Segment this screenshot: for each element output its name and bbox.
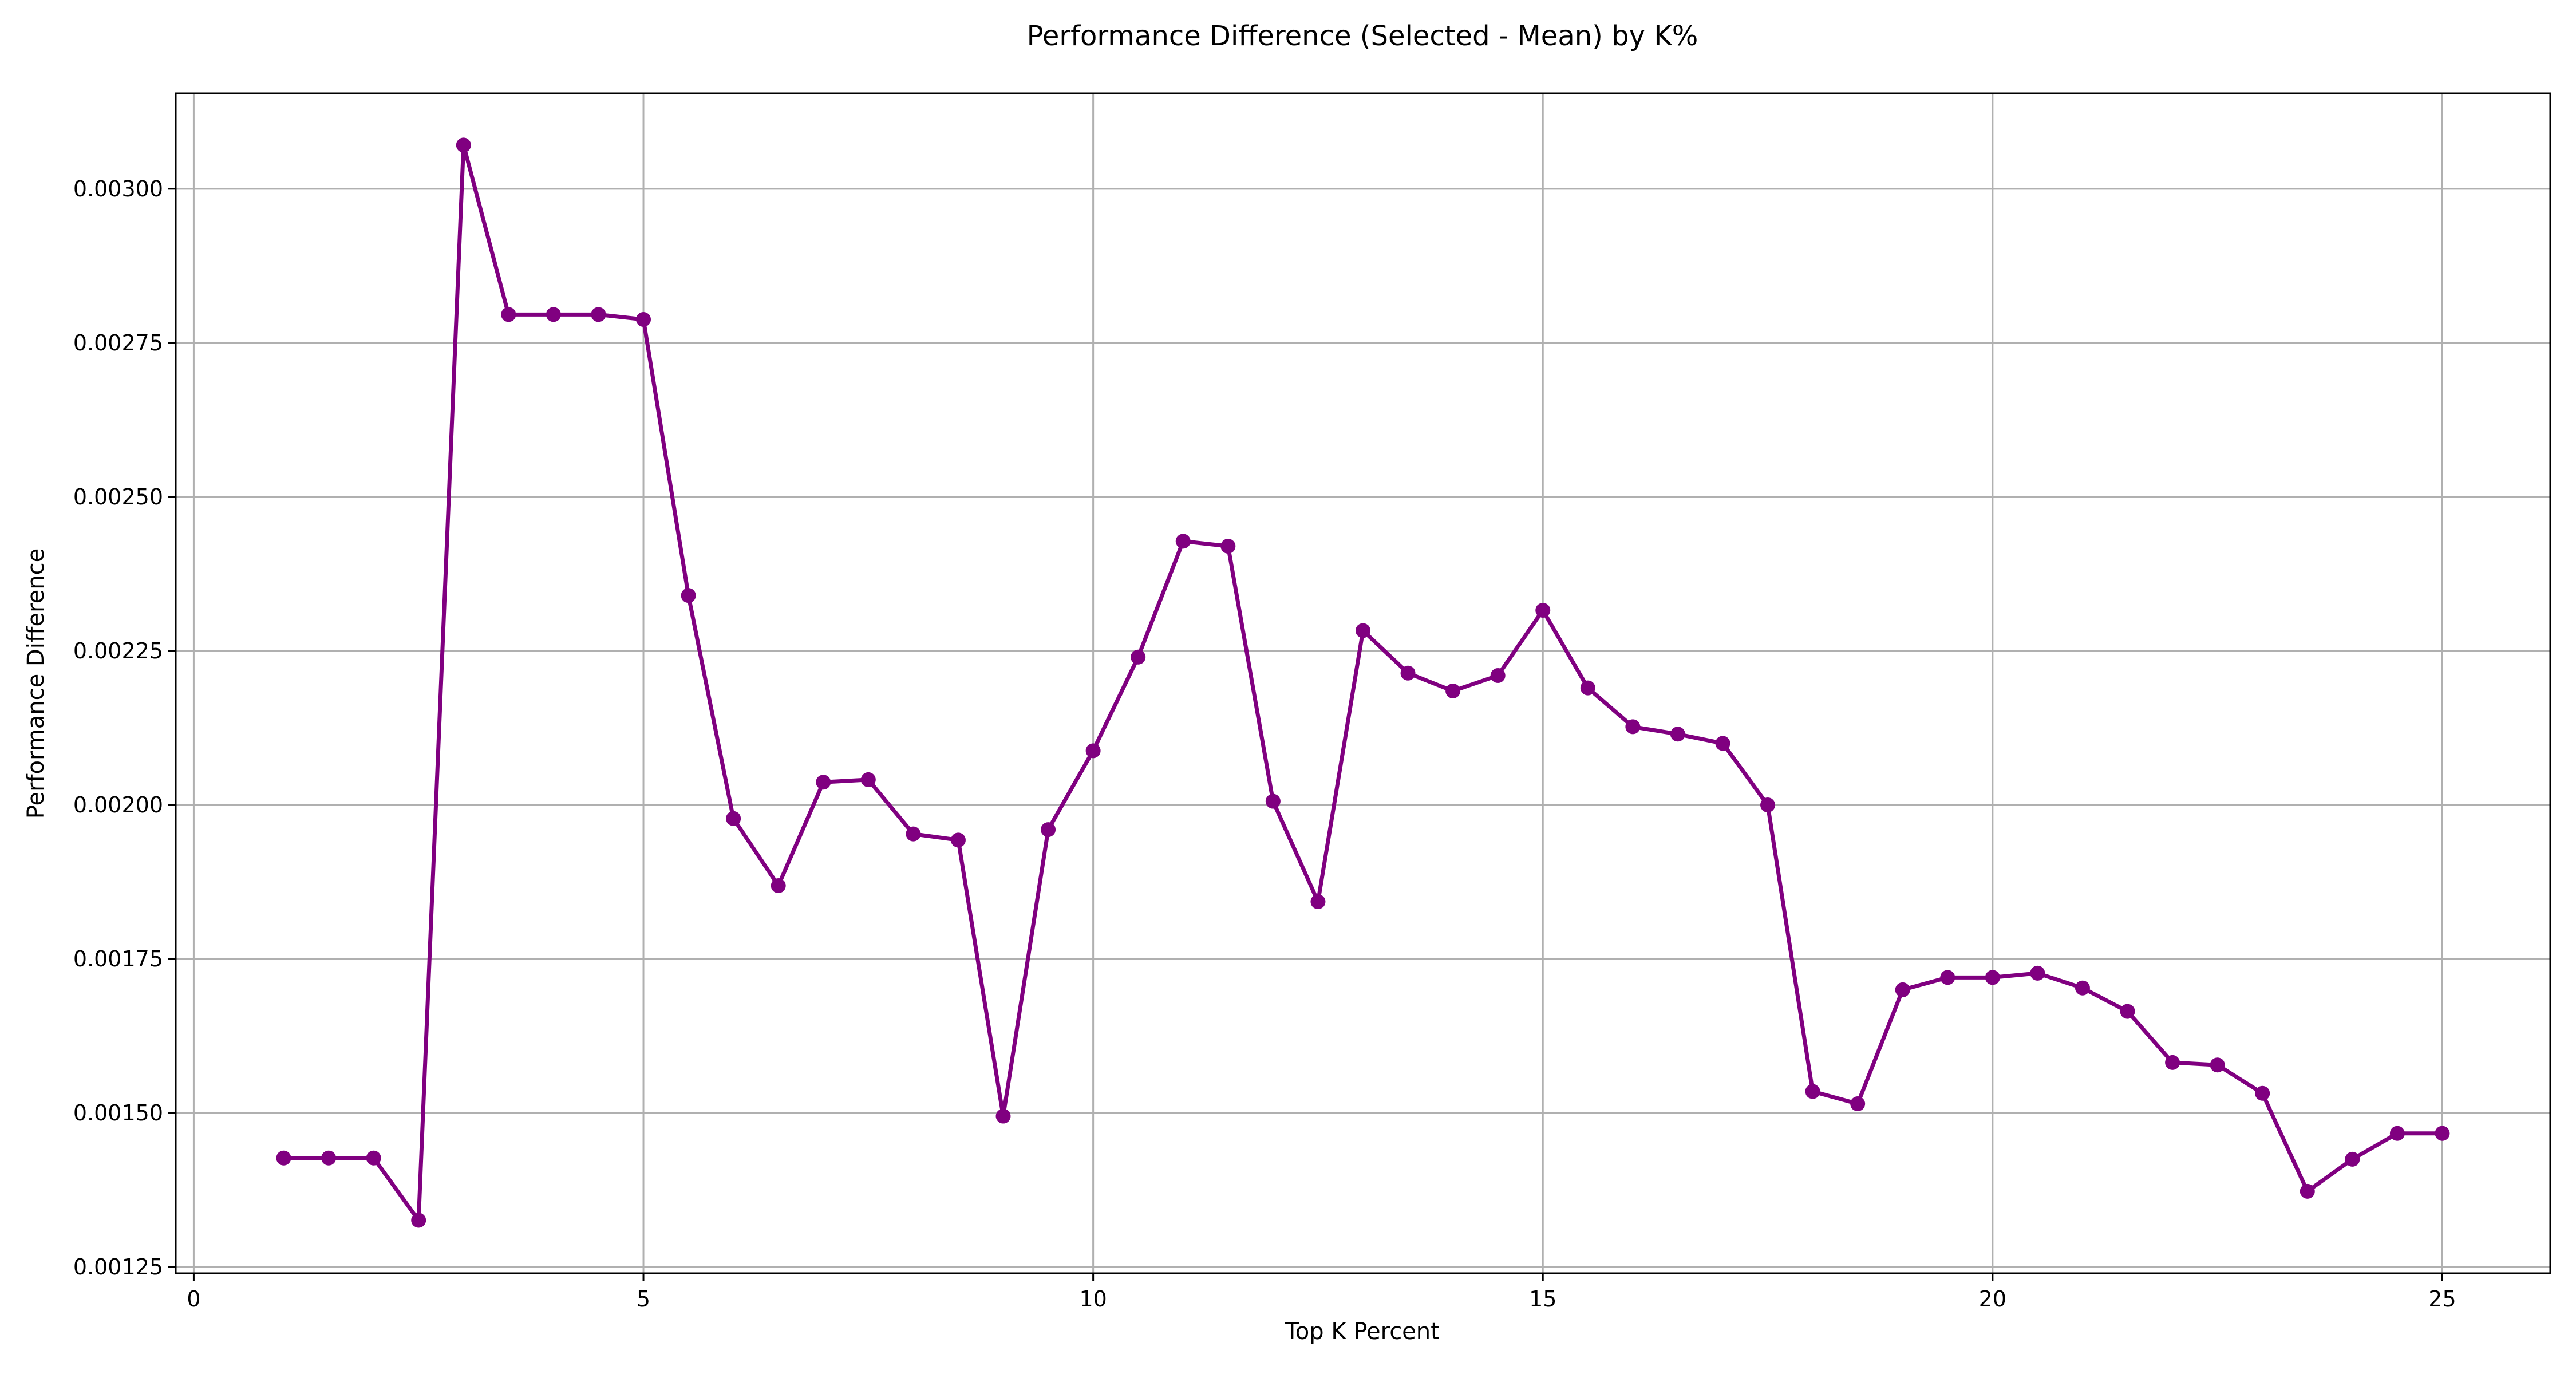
data-point: [1041, 822, 1056, 838]
grid: [176, 93, 2550, 1273]
data-point: [2345, 1151, 2360, 1167]
data-point: [726, 811, 741, 826]
x-tick-label: 20: [1979, 1286, 2006, 1312]
x-tick-label: 15: [1529, 1286, 1556, 1312]
data-point: [2210, 1057, 2225, 1073]
data-point: [1940, 970, 1955, 985]
y-tick-label: 0.00300: [73, 176, 163, 202]
x-tick-label: 10: [1079, 1286, 1107, 1312]
x-tick-label: 0: [187, 1286, 200, 1312]
y-tick-label: 0.00225: [73, 638, 163, 664]
data-point: [366, 1150, 381, 1166]
data-point: [906, 826, 921, 842]
series-layer: [276, 137, 2450, 1228]
data-point: [1356, 623, 1370, 638]
data-point: [1535, 602, 1551, 618]
data-point: [2075, 980, 2090, 996]
data-point: [2300, 1183, 2315, 1199]
data-point: [2389, 1126, 2405, 1141]
data-point: [636, 311, 651, 327]
data-point: [1805, 1084, 1820, 1099]
data-point: [1850, 1096, 1866, 1112]
data-point: [1265, 793, 1281, 809]
data-point: [1310, 894, 1326, 910]
y-tick-label: 0.00125: [73, 1254, 163, 1280]
data-point: [591, 307, 606, 322]
data-point: [546, 307, 561, 322]
x-tick-label: 5: [637, 1286, 650, 1312]
data-point: [950, 832, 966, 848]
data-point: [411, 1213, 426, 1228]
data-point: [1490, 668, 1506, 684]
data-point: [1131, 649, 1146, 665]
data-point: [1760, 797, 1776, 813]
data-point: [860, 772, 876, 787]
data-point: [1580, 680, 1595, 696]
data-point: [1985, 970, 2000, 985]
data-point: [1220, 539, 1236, 554]
x-axis: 0 5 10 15 20 25: [187, 1273, 2456, 1312]
data-point: [276, 1150, 291, 1166]
data-point: [1400, 665, 1416, 681]
data-point: [2255, 1085, 2270, 1101]
x-axis-label: Top K Percent: [1285, 1318, 1440, 1345]
x-tick-label: 25: [2428, 1286, 2456, 1312]
data-point: [1895, 982, 1910, 997]
data-point: [2120, 1004, 2135, 1019]
y-axis-label: Performance Difference: [23, 548, 49, 819]
data-point: [1175, 534, 1191, 549]
data-point: [681, 588, 696, 603]
chart-title: Performance Difference (Selected - Mean)…: [1027, 20, 1698, 52]
series-line: [283, 143, 2443, 1222]
y-tick-label: 0.00175: [73, 946, 163, 972]
y-tick-label: 0.00250: [73, 484, 163, 510]
data-point: [1670, 727, 1685, 742]
data-point: [2030, 965, 2045, 981]
data-point: [1625, 719, 1641, 735]
y-axis: 0.00125 0.00150 0.00175 0.00200 0.00225 0.002…: [73, 176, 176, 1280]
data-point: [501, 307, 516, 322]
data-point: [1085, 743, 1101, 759]
data-point: [816, 775, 831, 790]
y-tick-label: 0.00200: [73, 792, 163, 818]
data-point: [771, 878, 786, 894]
data-point: [1715, 736, 1730, 751]
data-point: [2165, 1055, 2180, 1070]
y-tick-label: 0.00275: [73, 330, 163, 356]
y-tick-label: 0.00150: [73, 1100, 163, 1126]
plot-frame: [175, 92, 2551, 1274]
data-point: [1445, 683, 1461, 698]
data-point: [2435, 1126, 2450, 1141]
data-point: [995, 1108, 1011, 1124]
data-point: [456, 137, 471, 153]
data-point: [321, 1150, 337, 1166]
